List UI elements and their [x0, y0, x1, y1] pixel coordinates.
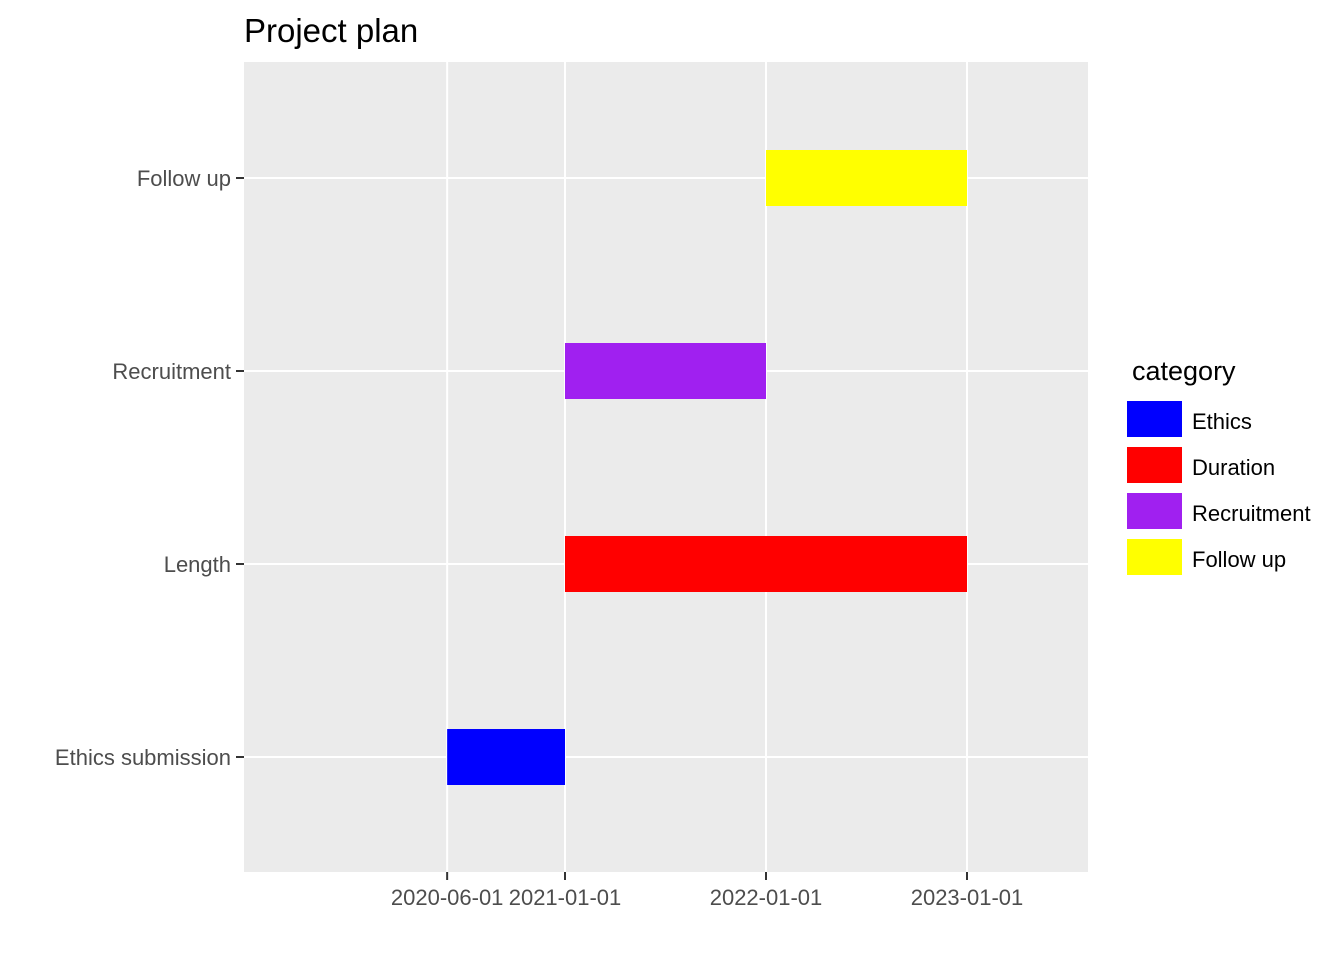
chart-title: Project plan: [244, 12, 418, 49]
legend-label: Follow up: [1192, 547, 1286, 572]
bars: [447, 150, 967, 785]
x-tick-label: 2021-01-01: [509, 885, 622, 910]
x-tick-label: 2020-06-01: [391, 885, 504, 910]
legend-swatch: [1127, 493, 1182, 529]
y-tick-label: Follow up: [137, 166, 231, 191]
x-tick-label: 2023-01-01: [911, 885, 1024, 910]
x-tick-label: 2022-01-01: [710, 885, 823, 910]
y-tick-label: Ethics submission: [55, 745, 231, 770]
y-tick-label: Recruitment: [112, 359, 231, 384]
legend-swatch: [1127, 401, 1182, 437]
bar-recruitment: [565, 343, 766, 399]
legend-label: Ethics: [1192, 409, 1252, 434]
legend-swatch: [1127, 447, 1182, 483]
y-tick-label: Length: [164, 552, 231, 577]
bar-ethics-submission: [447, 729, 565, 785]
bar-follow-up: [766, 150, 967, 206]
legend-title: category: [1132, 356, 1236, 386]
legend-swatch: [1127, 539, 1182, 575]
legend-label: Recruitment: [1192, 501, 1311, 526]
axes: Ethics submission Length Recruitment Follow…: [55, 166, 1023, 910]
legend: category Ethics Duration Recruitment Follow…: [1127, 356, 1311, 575]
legend-label: Duration: [1192, 455, 1275, 480]
bar-length: [565, 536, 967, 592]
